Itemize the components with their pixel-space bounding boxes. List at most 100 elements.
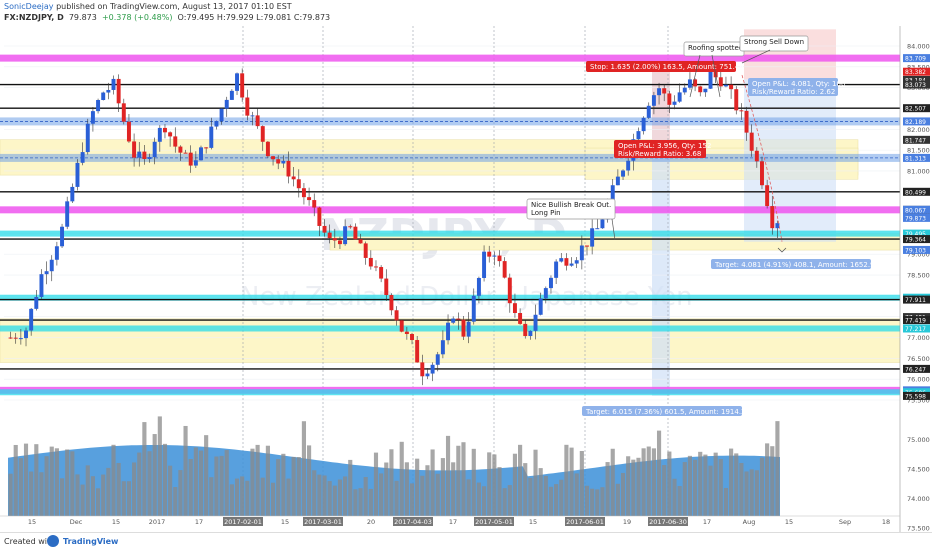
- candle-body: [410, 334, 414, 341]
- volume-bar: [286, 478, 291, 516]
- candle-body: [399, 320, 404, 332]
- price-chart[interactable]: NZDJPY, DNew Zealand Dollar / Japanese Y…: [0, 26, 932, 532]
- time-tick-label: 2017-06-30: [649, 518, 687, 526]
- author-link[interactable]: SonicDeejay: [4, 2, 54, 11]
- volume-bar: [44, 456, 49, 516]
- time-axis-date-box: [303, 517, 343, 526]
- candle-body: [554, 261, 559, 278]
- candle-body: [739, 110, 744, 112]
- volume-bar: [116, 462, 121, 516]
- down-arrow-icon: [777, 247, 787, 253]
- candle-body: [60, 226, 65, 247]
- volume-bar: [759, 457, 765, 516]
- candle-body: [337, 240, 342, 245]
- volume-bar: [626, 456, 631, 516]
- open-pnl-right-text: Open P&L: 4.081, Qty: 100: [752, 80, 845, 88]
- open-pnl-mid-text: Risk/Reward Ratio: 3.68: [618, 150, 701, 158]
- price-label-tag: [903, 213, 930, 222]
- resistance-band: [0, 54, 900, 62]
- candle-body: [312, 200, 317, 208]
- volume-bar: [471, 448, 476, 516]
- candle-body: [152, 141, 157, 158]
- price-label-text: 80.067: [905, 207, 926, 214]
- candle-body: [394, 310, 399, 321]
- price-tick-label: 82.000: [907, 126, 930, 134]
- volume-bar: [126, 481, 132, 516]
- candle-body: [80, 152, 85, 163]
- price-change: +0.378 (+0.48%): [101, 13, 173, 22]
- candle-body: [662, 88, 667, 94]
- price-label-tag: [903, 316, 930, 325]
- volume-bar: [564, 444, 569, 516]
- sell-pointer: [741, 49, 771, 64]
- volume-bar: [523, 463, 528, 516]
- candle-body: [415, 340, 420, 363]
- candle-body: [250, 115, 255, 117]
- candle-body: [199, 147, 203, 161]
- candle-body: [404, 331, 409, 335]
- price-tick-label: 83.500: [907, 63, 930, 71]
- volume-bar: [39, 472, 44, 516]
- candle-body: [533, 314, 538, 331]
- projection-line: [741, 75, 783, 242]
- candle-body: [672, 101, 677, 105]
- time-axis-date-box: [474, 517, 514, 526]
- price-tick-label: 81.000: [907, 167, 930, 175]
- candle-body: [204, 147, 209, 149]
- price-tick-label: 76.500: [907, 355, 930, 363]
- candle-body: [430, 364, 435, 374]
- candle-body: [90, 111, 95, 124]
- price-label-text: 79.364: [905, 237, 926, 244]
- target-right: [711, 259, 871, 269]
- volume-bar: [358, 488, 363, 516]
- time-tick-label: 15: [529, 518, 537, 526]
- candle-body: [142, 151, 147, 160]
- price-tick-label: 84.000: [907, 43, 930, 51]
- volume-bar: [8, 473, 13, 516]
- candle-body: [101, 92, 106, 100]
- candle-body: [111, 78, 116, 90]
- volume-bar: [307, 445, 312, 516]
- tradingview-brand[interactable]: TradingView: [63, 537, 119, 546]
- volume-bar: [718, 459, 723, 516]
- published-text: published on TradingView.com, August 13,…: [56, 2, 292, 11]
- candle-body: [708, 71, 713, 89]
- price-label-text: 81.747: [905, 137, 926, 144]
- candle-body: [476, 277, 481, 296]
- roofing-pointer: [711, 54, 721, 98]
- price-label-text: 83.709: [905, 56, 926, 63]
- target-bottom-text: Target: 6.015 (7.36%) 601.5, Amount: 191…: [585, 408, 750, 416]
- candle-body: [466, 321, 471, 337]
- volume-bar: [420, 475, 425, 516]
- candle-body: [461, 319, 466, 337]
- candle-body: [96, 99, 101, 112]
- candle-body: [564, 258, 569, 266]
- candle-body: [240, 73, 245, 98]
- volume-bar: [245, 480, 250, 516]
- volume-bar: [672, 478, 677, 516]
- candle-body: [440, 340, 445, 355]
- candle-body: [492, 255, 497, 257]
- volume-bar: [317, 474, 322, 516]
- volume-bar: [492, 454, 497, 516]
- candle-body: [456, 318, 461, 320]
- candle-body: [353, 226, 358, 240]
- candle-body: [276, 159, 281, 164]
- target-right-text: Target: 4.081 (4.91%) 408.1, Amount: 165…: [714, 261, 880, 269]
- volume-bar: [54, 448, 59, 516]
- bullish-breakout-callout: [526, 198, 616, 220]
- candle-body: [358, 239, 363, 244]
- candle-body: [193, 160, 198, 166]
- time-axis-date-box: [648, 517, 688, 526]
- volume-bar: [713, 452, 718, 516]
- candle-body: [518, 313, 523, 324]
- volume-bar: [631, 459, 636, 516]
- price-label-tag: [903, 229, 930, 238]
- candle-body: [379, 267, 384, 279]
- volume-bar: [651, 448, 656, 516]
- volume-bar: [610, 448, 615, 516]
- volume-bar: [574, 473, 579, 516]
- candle-body: [559, 258, 564, 262]
- time-tick-label: 15: [112, 518, 120, 526]
- candle-body: [641, 117, 646, 132]
